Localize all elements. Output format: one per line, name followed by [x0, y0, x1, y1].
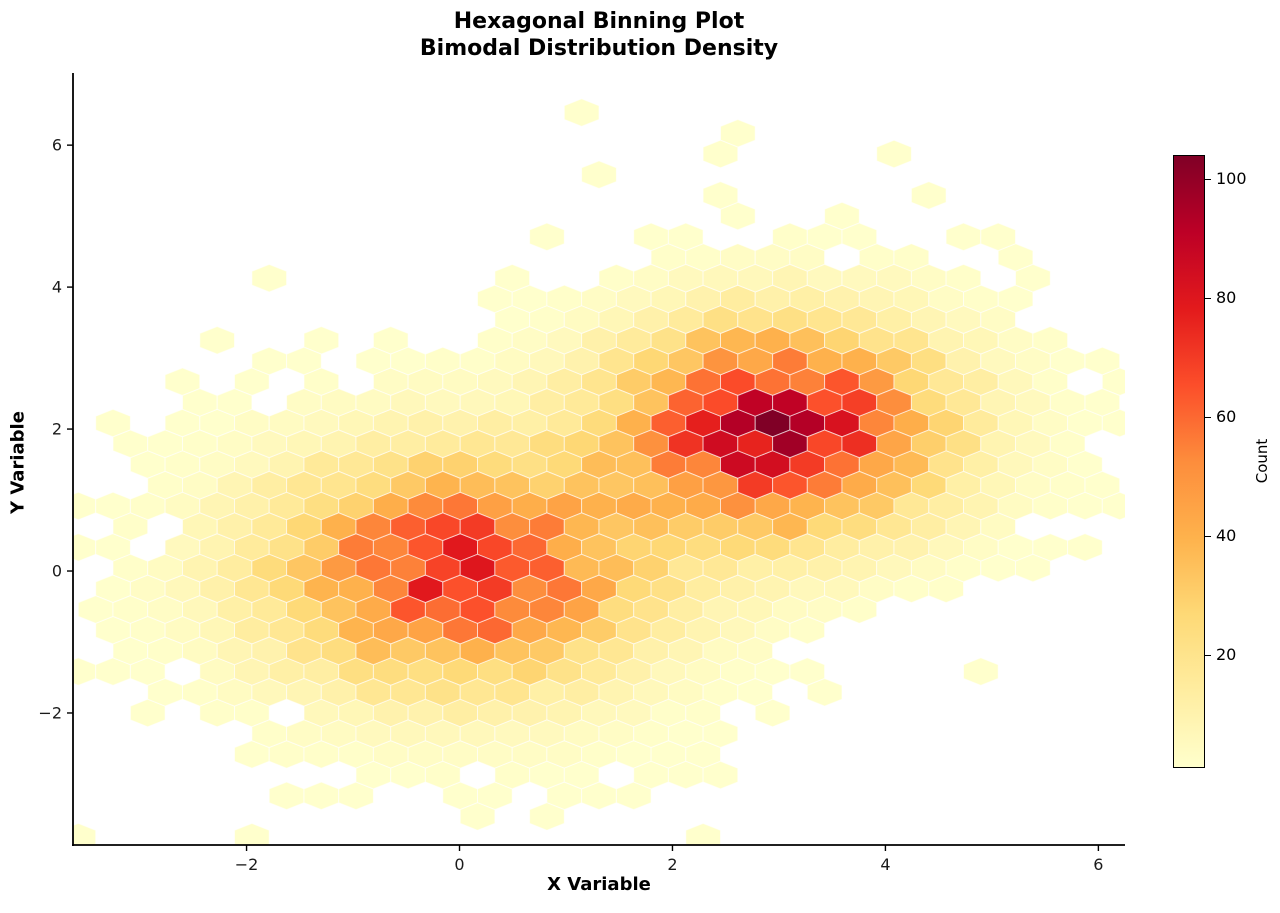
hex-cell [112, 512, 149, 542]
x-tick-label: 4 [880, 855, 890, 874]
hex-cell [963, 657, 999, 686]
hex-cell [702, 719, 739, 749]
colorbar-tick [1205, 654, 1211, 656]
hex-cell [980, 512, 1016, 542]
hex-cell [702, 181, 739, 210]
hex-cell [73, 491, 97, 521]
hex-cell [234, 822, 270, 845]
colorbar [1173, 155, 1205, 768]
hex-cell [841, 222, 878, 252]
hex-cell [1067, 533, 1103, 562]
y-tick-label: 0 [52, 562, 62, 581]
colorbar-tick-label: 40 [1216, 525, 1237, 545]
chart-title: Hexagonal Binning Plot Bimodal Distribut… [73, 8, 1125, 62]
hex-cell [424, 760, 461, 790]
chart-title-line2: Bimodal Distribution Density [419, 36, 779, 61]
hex-cell [251, 263, 288, 293]
hex-cell [876, 139, 912, 169]
hex-cell [945, 222, 982, 252]
hex-cell [581, 160, 617, 190]
y-axis-label: Y Variable [7, 411, 29, 514]
hex-cell [216, 388, 253, 417]
axes-layer: −2 0 2 4 6 −2 0 2 4 6 [38, 73, 1125, 874]
hex-cell [841, 595, 878, 624]
hex-cell [1015, 263, 1051, 293]
hex-cell [199, 325, 235, 355]
hex-cell [73, 657, 97, 686]
hex-cell [806, 677, 843, 707]
hex-cell [268, 781, 305, 811]
hex-cell [73, 822, 97, 845]
colorbar-tick [1205, 416, 1211, 418]
colorbar-tick [1205, 535, 1211, 537]
hex-cell [563, 760, 600, 790]
hex-cell [1084, 470, 1121, 500]
hex-cell [529, 802, 565, 831]
hex-cell [737, 677, 774, 707]
y-tick-label: 6 [52, 136, 62, 155]
y-tick-label: −2 [38, 703, 62, 722]
x-tick-label: 6 [1093, 855, 1103, 874]
colorbar-label: Count [1253, 438, 1271, 484]
hex-cell [980, 305, 1016, 334]
hex-cell [286, 346, 322, 376]
x-axis-label: X Variable [547, 874, 651, 895]
colorbar-tick [1205, 178, 1211, 180]
hex-cell [945, 263, 982, 293]
y-tick-label: 2 [52, 420, 62, 439]
hex-cell [1015, 553, 1051, 583]
hex-cell [702, 139, 739, 169]
hex-cell [563, 98, 600, 127]
hex-cell [980, 222, 1016, 252]
hex-cell [459, 802, 496, 831]
colorbar-tick [1205, 297, 1211, 299]
hex-cell [667, 222, 704, 252]
colorbar-tick-label: 100 [1216, 168, 1247, 188]
y-tick-label: 4 [52, 278, 62, 297]
hex-cell [685, 822, 721, 845]
hex-cell [1049, 429, 1086, 459]
hex-cell [494, 263, 531, 293]
x-tick-label: 2 [667, 855, 677, 874]
x-tick-label: 0 [454, 855, 464, 874]
hex-cell [1084, 346, 1121, 376]
hex-cell [702, 760, 739, 790]
colorbar-tick-label: 20 [1216, 644, 1237, 664]
chart-title-line1: Hexagonal Binning Plot [453, 9, 745, 34]
colorbar-tick-label: 80 [1216, 287, 1237, 307]
hex-cell [1084, 388, 1121, 417]
x-tick-label: −2 [235, 855, 259, 874]
colorbar-tick-label: 60 [1216, 406, 1237, 426]
hex-cell [303, 781, 340, 811]
hexbin-cells-layer [73, 98, 1125, 845]
hex-cell [737, 636, 774, 666]
hex-cell [910, 181, 947, 210]
hex-cell [73, 533, 97, 562]
hex-cell [529, 222, 565, 252]
